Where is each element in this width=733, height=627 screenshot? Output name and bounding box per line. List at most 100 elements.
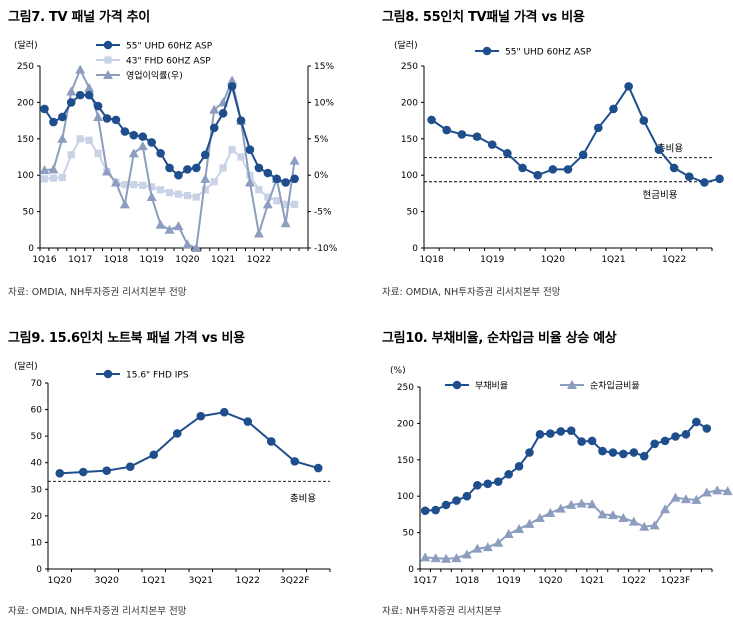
y-axis-unit: (달러): [394, 39, 418, 51]
data-point: [119, 199, 130, 209]
legend-label: 순차입금비율: [590, 380, 640, 392]
data-point: [691, 494, 702, 504]
data-point: [172, 429, 182, 438]
y-tick-label: 250: [397, 383, 414, 393]
data-point: [219, 407, 229, 417]
y-tick-label: 0: [36, 565, 42, 575]
data-point: [722, 486, 733, 496]
data-point: [457, 130, 467, 139]
data-point: [75, 64, 86, 74]
data-point: [680, 494, 691, 504]
data-point: [556, 427, 566, 436]
series-line: [425, 489, 728, 560]
data-point: [607, 510, 618, 520]
data-point: [191, 243, 202, 252]
data-point: [262, 199, 273, 209]
data-point: [280, 218, 291, 228]
data-point: [619, 449, 628, 459]
y-tick-label: 50: [407, 208, 419, 218]
y-tick-label: 200: [397, 419, 414, 429]
data-point: [58, 112, 67, 122]
data-point: [200, 150, 210, 160]
data-point: [548, 165, 558, 174]
data-point: [196, 411, 206, 421]
data-point: [281, 178, 290, 187]
data-point: [57, 133, 68, 143]
x-tick-label: 1Q17: [68, 255, 92, 265]
data-point: [535, 430, 545, 439]
legend-label: 부채비율: [475, 381, 508, 392]
y-axis-unit: (%): [390, 366, 406, 376]
y-tick-label: 30: [31, 485, 43, 495]
y-right-tick-label: 10%: [314, 98, 334, 108]
chart-source: 자료: OMDIA, NH투자증권 리서치본부 전망: [8, 287, 187, 298]
data-point: [420, 552, 431, 562]
data-point: [566, 426, 576, 435]
x-tick-label: 1Q18: [104, 255, 129, 265]
y-tick-label: 50: [31, 432, 43, 442]
data-point: [93, 111, 104, 121]
data-point: [518, 163, 527, 173]
data-point: [66, 86, 77, 96]
data-point: [237, 153, 245, 161]
data-point: [148, 183, 156, 191]
data-point: [441, 500, 451, 510]
y-axis-unit: (달러): [14, 39, 38, 51]
x-tick-label: 1Q23F: [661, 576, 690, 586]
data-point: [577, 437, 586, 446]
x-tick-label: 1Q18: [455, 576, 480, 586]
y-tick-label: 200: [17, 98, 34, 108]
legend-label: 55" UHD 60HZ ASP: [505, 48, 592, 58]
data-point: [452, 496, 461, 505]
data-point: [149, 450, 159, 460]
legend-swatch-marker: [103, 70, 113, 79]
data-point: [654, 145, 664, 155]
data-point: [712, 485, 723, 495]
y-tick-label: 150: [17, 135, 34, 145]
data-point: [525, 448, 534, 457]
data-point: [93, 101, 103, 111]
data-point: [245, 145, 255, 155]
data-point: [629, 448, 639, 457]
data-point: [451, 553, 462, 563]
data-point: [427, 115, 436, 125]
data-point: [289, 155, 300, 165]
y-tick-label: 0: [412, 244, 418, 254]
debt-ratio-chart: (%) 0 50 100 150 200 250 1Q17 1Q18 1Q19 1Q20 1Q21 1Q…: [390, 366, 733, 586]
data-point: [227, 82, 237, 91]
data-point: [228, 146, 236, 154]
data-point: [282, 200, 290, 208]
reference-line-label: 총비용: [657, 144, 683, 155]
data-point: [608, 448, 618, 457]
data-point: [533, 170, 542, 180]
y-tick-label: 100: [401, 171, 418, 181]
legend-swatch-marker: [452, 380, 462, 390]
data-point: [587, 499, 598, 509]
data-point: [236, 116, 246, 125]
legend-swatch-marker: [104, 56, 112, 64]
x-tick-label: 1Q21: [142, 576, 166, 586]
x-tick-label: 3Q21: [189, 576, 213, 586]
data-point: [125, 462, 135, 471]
y-tick-label: 0: [28, 244, 34, 254]
data-point: [111, 115, 121, 125]
legend-swatch-marker: [103, 369, 113, 379]
data-point: [76, 135, 84, 143]
55inch-price-cost-chart: (달러) 0 50 100 150 200 250 1Q18 1Q19 1Q20 1Q21 1Q22 총…: [394, 39, 724, 265]
chart-title: 그림8. 55인치 TV패널 가격 vs 비용: [382, 10, 585, 25]
data-point: [650, 439, 659, 449]
data-point: [563, 165, 573, 174]
data-point: [102, 166, 112, 176]
data-point: [253, 228, 264, 238]
data-point: [503, 149, 512, 158]
x-tick-label: 1Q21: [580, 576, 604, 586]
data-point: [55, 469, 65, 478]
data-point: [67, 151, 75, 159]
data-point: [534, 513, 545, 523]
data-point: [183, 165, 192, 174]
series-line: [59, 411, 319, 475]
data-point: [555, 503, 566, 513]
data-point: [670, 492, 681, 502]
y-tick-label: 150: [401, 135, 418, 145]
data-point: [49, 174, 57, 182]
